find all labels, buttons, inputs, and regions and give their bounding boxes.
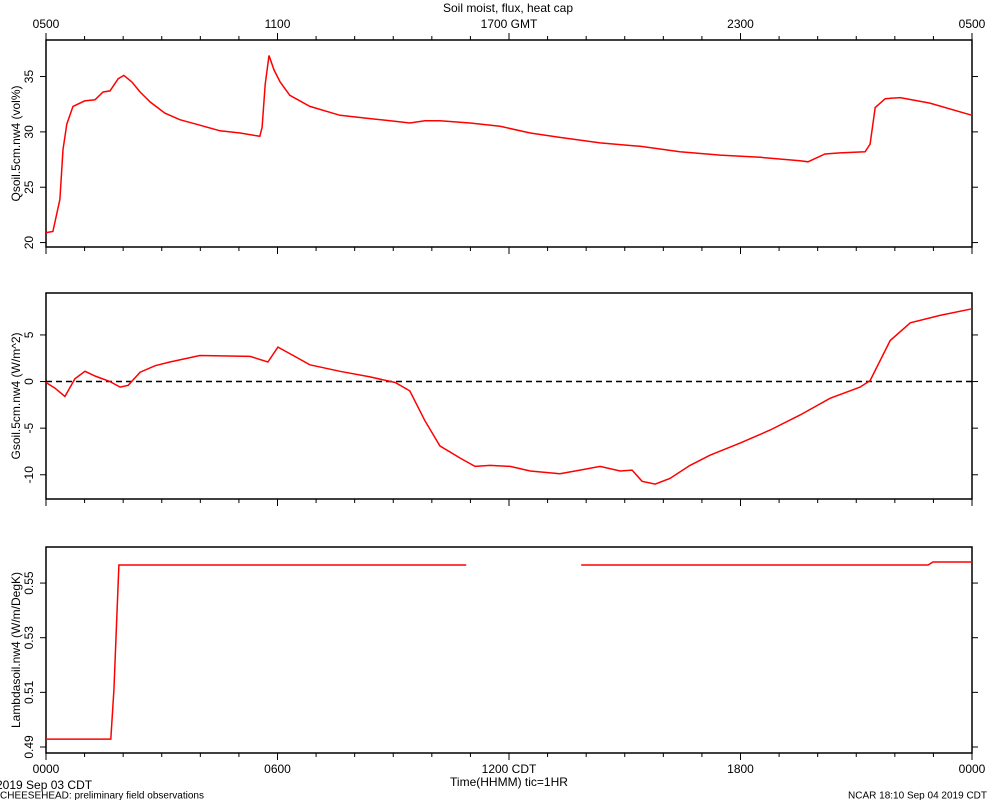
y-tick-label: -10 <box>22 466 36 484</box>
y-axis-label: Gsoil.5cm.nw4 (W/m^2) <box>9 333 23 460</box>
plot-frame <box>45 546 973 754</box>
y-tick-label: 25 <box>22 180 36 194</box>
credit-label: NCAR 18:10 Sep 04 2019 CDT <box>848 791 987 800</box>
y-tick-label: 0.49 <box>22 735 36 759</box>
x-axis-label: Time(HHMM) tic=1HR <box>450 775 568 789</box>
y-tick-label: 0.55 <box>22 571 36 595</box>
y-tick-label: -5 <box>22 422 36 433</box>
y-tick-label: 35 <box>22 70 36 84</box>
x-tick-label: 0000 <box>33 762 60 776</box>
x-tick-label: 1200 CDT <box>482 762 537 776</box>
y-axis-label: Qsoil.5cm.nw4 (vol%) <box>9 85 23 201</box>
y-tick-label: 5 <box>22 331 36 338</box>
y-tick-label: 20 <box>22 236 36 250</box>
x-tick-label: 0600 <box>264 762 291 776</box>
y-tick-label: 0.53 <box>22 626 36 650</box>
project-label: CHEESEHEAD: preliminary field observatio… <box>0 791 204 800</box>
x-tick-label: 0500 <box>959 17 986 31</box>
plot-frame <box>45 292 973 500</box>
data-line <box>45 308 973 485</box>
plot-frame <box>45 39 973 248</box>
data-line <box>46 561 972 740</box>
y-tick-label: 0 <box>22 378 36 385</box>
chart-title: Soil moist, flux, heat cap <box>443 1 573 15</box>
y-tick-label: 30 <box>22 125 36 139</box>
x-tick-label: 1800 <box>727 762 754 776</box>
y-tick-label: 0.51 <box>22 680 36 704</box>
x-tick-label: 1100 <box>265 17 291 31</box>
data-line <box>45 55 973 234</box>
y-axis-label: Lambdasoil.nw4 (W/m/DegK) <box>9 572 23 728</box>
x-tick-label: 1700 GMT <box>481 17 538 31</box>
date-label: 2019 Sep 03 CDT <box>0 778 93 792</box>
x-tick-label: 0500 <box>33 17 60 31</box>
x-tick-label: 0000 <box>959 762 986 776</box>
x-tick-label: 2300 <box>727 17 754 31</box>
